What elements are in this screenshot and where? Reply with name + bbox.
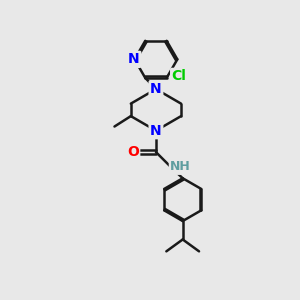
Text: N: N bbox=[150, 124, 162, 138]
Text: O: O bbox=[127, 145, 139, 159]
Text: N: N bbox=[128, 52, 140, 66]
Text: N: N bbox=[150, 82, 162, 96]
Text: Cl: Cl bbox=[172, 69, 187, 83]
Text: NH: NH bbox=[170, 160, 191, 173]
